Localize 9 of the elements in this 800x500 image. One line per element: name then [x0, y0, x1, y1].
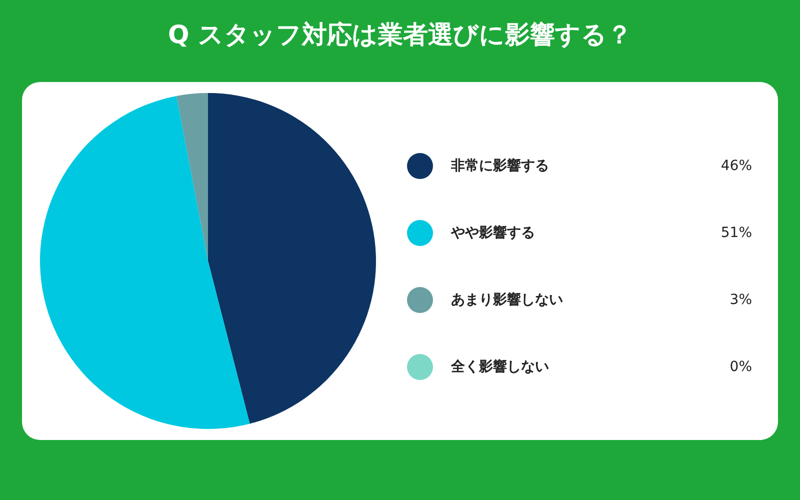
data-label: 46%	[720, 158, 752, 174]
data-label: 3%	[730, 292, 752, 308]
legend-label: あまり影響しない	[451, 290, 564, 308]
chart-title: Q スタッフ対応は業者選びに影響する？	[167, 19, 633, 51]
text: 0%	[730, 358, 752, 374]
legend-label: やや影響する	[451, 224, 536, 242]
legend-label: 非常に影響する	[451, 156, 550, 174]
data-label: 51%	[720, 224, 752, 240]
legend-label: 全く影響しない	[451, 358, 550, 376]
